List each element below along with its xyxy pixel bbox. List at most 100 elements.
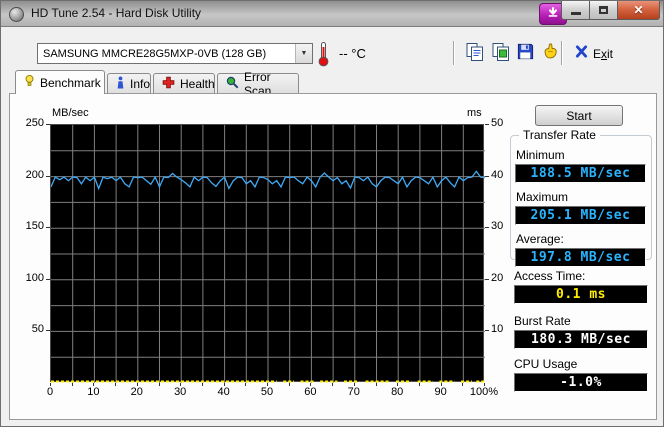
x-axis-tick xyxy=(71,383,73,386)
left-axis-tick xyxy=(46,330,50,332)
x-axis-tick xyxy=(158,383,160,386)
exit-button[interactable]: Exit xyxy=(575,45,613,63)
red-cross-icon xyxy=(162,76,175,92)
tab-health[interactable]: Health xyxy=(153,73,215,94)
x-axis-tick-label: 70 xyxy=(347,386,360,398)
x-axis-tick-label: 90 xyxy=(434,386,447,398)
x-axis-tick-label: 20 xyxy=(130,386,143,398)
benchmark-plot xyxy=(50,124,486,383)
tab-benchmark[interactable]: Benchmark xyxy=(15,70,105,94)
left-axis-tick xyxy=(46,175,50,177)
start-button[interactable]: Start xyxy=(535,105,623,126)
right-axis-tick-label: 30 xyxy=(491,220,504,233)
left-axis-tick-label: 150 xyxy=(25,220,44,233)
maximum-label: Maximum xyxy=(516,190,569,204)
right-axis-tick xyxy=(485,124,489,125)
right-axis-tick-label: 10 xyxy=(491,323,504,336)
magnifier-icon xyxy=(226,76,239,92)
x-axis-tick-label: 60 xyxy=(304,386,317,398)
maximize-button[interactable] xyxy=(590,1,618,20)
exit-x-icon xyxy=(575,45,588,63)
x-axis-tick xyxy=(397,383,399,386)
average-label: Average: xyxy=(516,232,564,246)
x-axis-tick-label: 80 xyxy=(391,386,404,398)
window-title: HD Tune 2.54 - Hard Disk Utility xyxy=(31,6,202,20)
right-axis-unit-label: ms xyxy=(467,107,482,119)
access-time-label: Access Time: xyxy=(514,269,586,283)
drive-select-dropdown[interactable]: SAMSUNG MMCRE28G5MXP-0VB (128 GB) ▼ xyxy=(37,43,313,64)
options-button[interactable] xyxy=(539,43,561,65)
thermometer-icon xyxy=(318,41,329,72)
right-axis-tick xyxy=(485,278,489,280)
drive-temperature: -- °C xyxy=(339,46,366,61)
right-axis-tick-label: 50 xyxy=(491,117,504,129)
x-axis-tick xyxy=(375,383,377,386)
transfer-rate-groupbox: Transfer Rate xyxy=(510,128,652,260)
transfer-rate-legend: Transfer Rate xyxy=(519,128,600,142)
left-axis-tick xyxy=(46,278,50,280)
maximum-value-display: 205.1 MB/sec xyxy=(515,206,646,225)
x-axis-tick xyxy=(440,383,442,386)
temperature-unit: °C xyxy=(351,46,366,61)
benchmark-chart: MB/sec ms 250 200 150 100 50 50 40 30 20 10 0 10 20 3… xyxy=(10,94,656,419)
x-axis-tick xyxy=(180,383,182,386)
x-axis-tick-label: 30 xyxy=(174,386,187,398)
x-axis-tick xyxy=(267,383,268,386)
titlebar: HD Tune 2.54 - Hard Disk Utility ✕ xyxy=(1,1,663,27)
save-screenshot-button[interactable] xyxy=(514,43,536,65)
chevron-down-icon: ▼ xyxy=(295,44,312,63)
left-axis-tick-label: 100 xyxy=(25,271,44,284)
x-axis-tick xyxy=(484,383,485,386)
x-axis-tick xyxy=(245,383,247,386)
close-button[interactable]: ✕ xyxy=(618,1,660,20)
x-axis-tick xyxy=(353,383,355,386)
minimum-label: Minimum xyxy=(516,148,565,162)
x-axis-tick xyxy=(310,383,312,386)
copy-image-icon xyxy=(491,42,511,67)
left-axis-unit-label: MB/sec xyxy=(52,107,89,119)
x-axis-tick-label: 0 xyxy=(46,386,54,398)
x-axis-tick xyxy=(136,383,138,386)
minimize-button[interactable] xyxy=(561,1,590,20)
x-axis-tick xyxy=(50,383,51,386)
x-axis-tick xyxy=(288,383,290,386)
x-axis-tick xyxy=(332,383,334,386)
left-axis-tick-label: 50 xyxy=(31,323,44,336)
left-axis-tick-label: 250 xyxy=(25,117,44,129)
tab-info-label: Info xyxy=(130,77,151,91)
cpu-usage-value-display: -1.0% xyxy=(514,373,648,392)
x-axis-tick xyxy=(115,383,117,386)
x-axis-tick xyxy=(223,383,225,386)
right-axis-tick-label: 40 xyxy=(491,168,504,181)
minimum-value-display: 188.5 MB/sec xyxy=(515,164,646,183)
left-axis-tick xyxy=(46,124,50,125)
close-icon: ✕ xyxy=(633,3,644,17)
x-axis-tick-label: 50 xyxy=(260,386,274,398)
lightbulb-icon xyxy=(24,74,35,91)
hd-tune-app-icon xyxy=(9,7,24,22)
tab-health-label: Health xyxy=(180,77,215,91)
window-controls: ✕ xyxy=(561,1,660,20)
tab-info[interactable]: Info xyxy=(107,73,151,94)
copy-image-button[interactable] xyxy=(490,42,512,67)
x-axis-tick xyxy=(93,383,95,386)
x-axis-tick xyxy=(201,383,203,386)
right-axis-tick-label: 20 xyxy=(491,271,504,284)
copy-text-icon xyxy=(465,42,485,67)
cpu-usage-label: CPU Usage xyxy=(514,357,578,371)
right-axis-tick xyxy=(485,330,489,332)
burst-rate-label: Burst Rate xyxy=(514,314,571,328)
drive-select-value: SAMSUNG MMCRE28G5MXP-0VB (128 GB) xyxy=(43,47,267,60)
copy-text-button[interactable] xyxy=(464,42,486,67)
x-axis-tick-label: 10 xyxy=(87,386,100,398)
right-axis-tick xyxy=(485,175,489,177)
tab-error-scan[interactable]: Error Scan xyxy=(217,70,299,98)
x-axis-tick xyxy=(462,383,464,386)
average-value-display: 197.8 MB/sec xyxy=(515,248,646,267)
temperature-value: -- xyxy=(339,46,348,61)
x-axis-tick-label: 40 xyxy=(217,386,230,398)
toolbar-separator xyxy=(561,41,563,65)
burst-rate-value-display: 180.3 MB/sec xyxy=(514,330,648,349)
minimize-icon xyxy=(570,11,581,15)
